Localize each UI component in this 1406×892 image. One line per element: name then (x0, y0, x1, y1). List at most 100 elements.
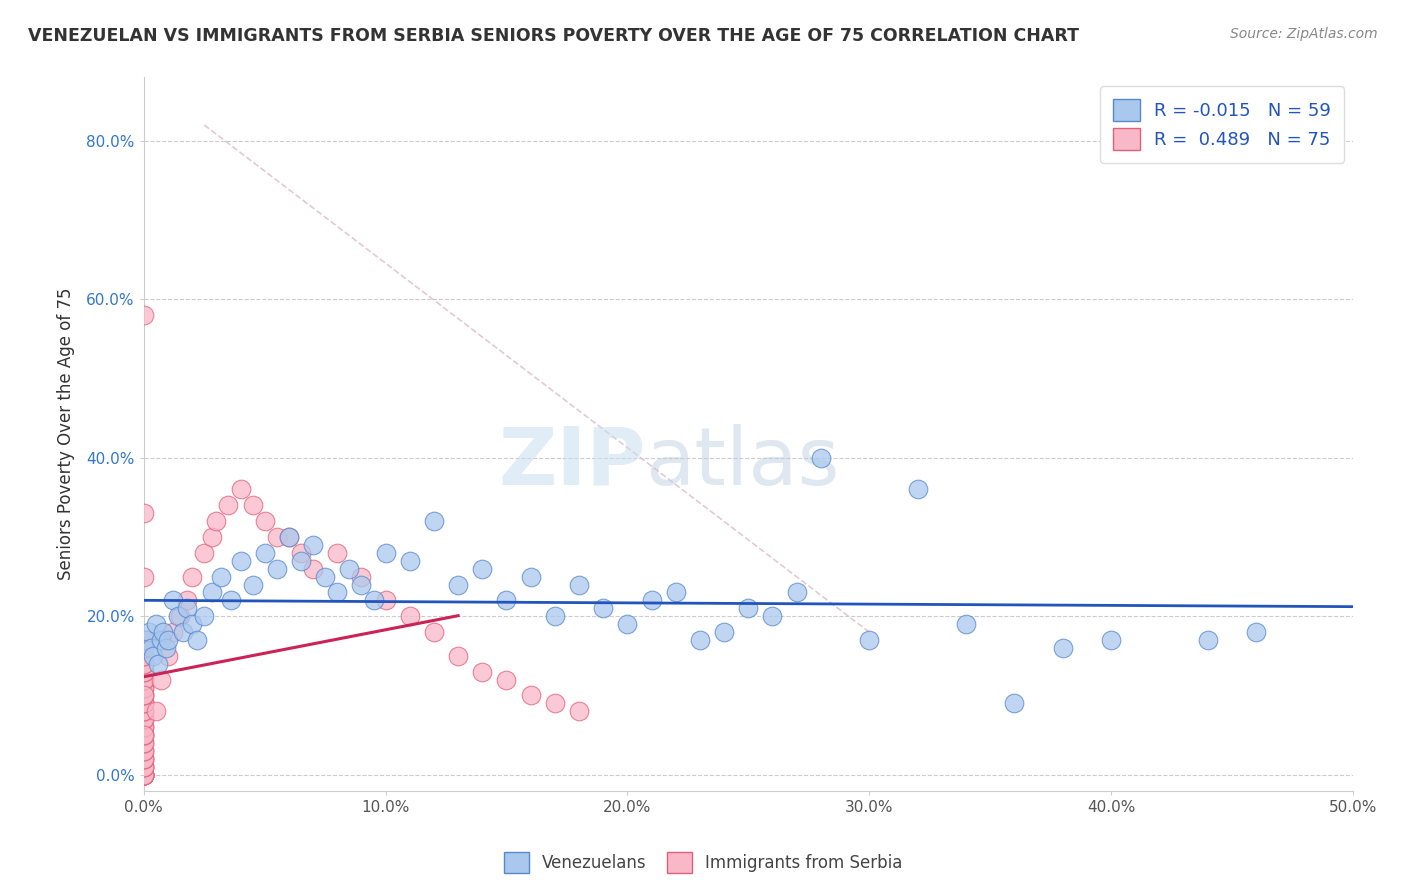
Point (132, 720, 155, 734)
Point (350, 569, 373, 583)
Point (713, 625, 735, 640)
Point (786, 585, 808, 599)
Point (229, 554, 252, 568)
Point (186, 632, 208, 647)
Point (737, 601, 759, 615)
Point (132, 767, 155, 781)
Point (132, 648, 155, 663)
Point (568, 704, 591, 718)
Point (253, 514, 276, 528)
Point (616, 617, 638, 632)
Point (209, 569, 232, 583)
Point (544, 609, 567, 624)
Point (519, 689, 541, 703)
Point (326, 585, 349, 599)
Point (200, 530, 222, 544)
Point (132, 506, 155, 520)
Point (145, 704, 167, 718)
Point (132, 767, 155, 781)
Point (132, 673, 155, 687)
Point (253, 546, 276, 560)
Point (132, 744, 155, 758)
Point (132, 632, 155, 647)
Point (132, 752, 155, 766)
Point (1002, 697, 1025, 711)
Point (374, 546, 396, 560)
Point (176, 601, 198, 615)
Point (302, 562, 325, 576)
Point (193, 609, 215, 624)
Legend: R = -0.015   N = 59, R =  0.489   N = 75: R = -0.015 N = 59, R = 0.489 N = 75 (1099, 87, 1344, 163)
Point (156, 632, 179, 647)
Point (132, 767, 155, 781)
Point (1099, 632, 1122, 647)
Point (132, 767, 155, 781)
Point (138, 625, 160, 640)
Point (229, 483, 252, 497)
Point (132, 767, 155, 781)
Point (290, 554, 312, 568)
Point (193, 546, 215, 560)
Point (132, 752, 155, 766)
Point (132, 569, 155, 583)
Point (665, 585, 688, 599)
Point (640, 593, 662, 607)
Point (242, 498, 264, 512)
Point (132, 712, 155, 726)
Point (132, 657, 155, 671)
Point (205, 514, 228, 528)
Point (135, 632, 157, 647)
Point (142, 648, 165, 663)
Text: VENEZUELAN VS IMMIGRANTS FROM SERBIA SENIORS POVERTY OVER THE AGE OF 75 CORRELAT: VENEZUELAN VS IMMIGRANTS FROM SERBIA SEN… (28, 27, 1080, 45)
Point (326, 546, 349, 560)
Point (761, 609, 783, 624)
Point (1197, 632, 1219, 647)
Point (132, 648, 155, 663)
Point (132, 697, 155, 711)
Point (156, 648, 179, 663)
Point (363, 593, 385, 607)
Text: Source: ZipAtlas.com: Source: ZipAtlas.com (1230, 27, 1378, 41)
Point (132, 728, 155, 742)
Point (132, 657, 155, 671)
Point (337, 562, 360, 576)
Point (290, 546, 312, 560)
Point (350, 577, 373, 591)
Point (162, 625, 184, 640)
Point (955, 617, 977, 632)
Point (132, 760, 155, 774)
Point (145, 617, 167, 632)
Point (398, 609, 420, 624)
Point (132, 689, 155, 703)
Point (132, 736, 155, 750)
Text: ZIP: ZIP (498, 424, 645, 501)
Point (302, 538, 325, 552)
Point (471, 562, 494, 576)
Point (471, 665, 494, 679)
Point (568, 577, 591, 591)
Point (242, 577, 264, 591)
Point (162, 593, 184, 607)
Point (166, 609, 188, 624)
Point (132, 697, 155, 711)
Point (176, 593, 198, 607)
Point (132, 712, 155, 726)
Point (149, 673, 172, 687)
Point (149, 632, 172, 647)
Point (200, 585, 222, 599)
Point (132, 665, 155, 679)
Point (132, 689, 155, 703)
Legend: Venezuelans, Immigrants from Serbia: Venezuelans, Immigrants from Serbia (496, 846, 910, 880)
Point (155, 640, 177, 655)
Point (374, 593, 396, 607)
Point (132, 308, 155, 322)
Point (132, 728, 155, 742)
Point (132, 728, 155, 742)
Point (266, 530, 288, 544)
Point (132, 736, 155, 750)
Text: atlas: atlas (645, 424, 839, 501)
Point (152, 625, 174, 640)
Point (398, 554, 420, 568)
Point (139, 640, 162, 655)
Point (132, 752, 155, 766)
